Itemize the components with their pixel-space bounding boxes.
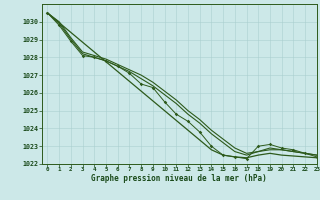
X-axis label: Graphe pression niveau de la mer (hPa): Graphe pression niveau de la mer (hPa) [91, 174, 267, 183]
